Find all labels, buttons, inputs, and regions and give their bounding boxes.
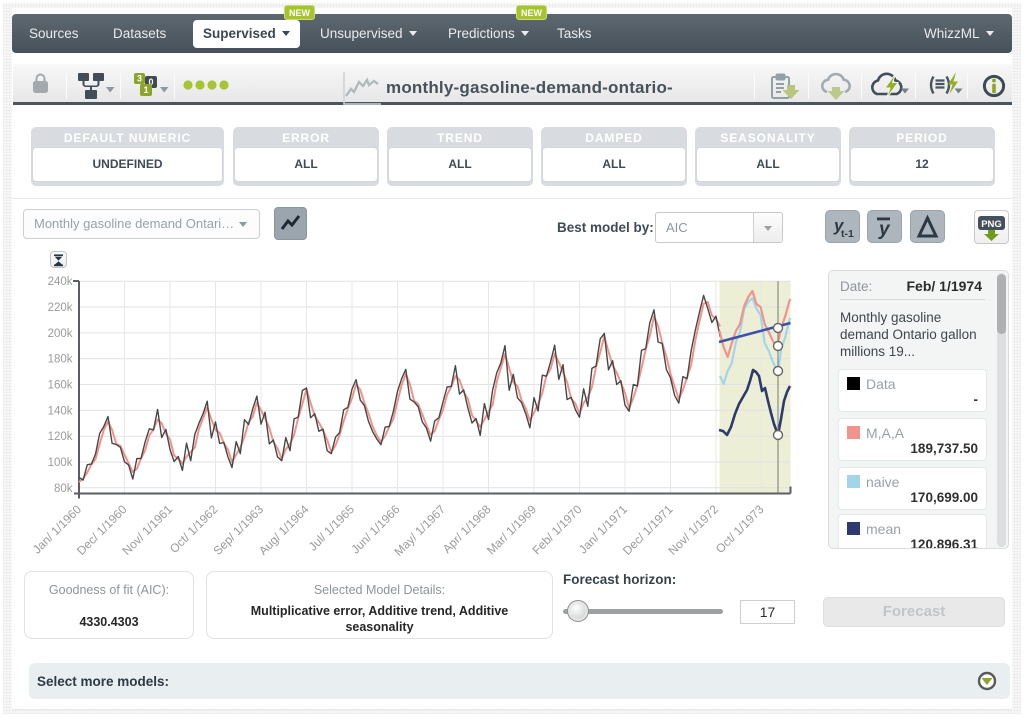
svg-text:Feb/ 1/1970: Feb/ 1/1970 xyxy=(529,502,584,557)
svg-text:1: 1 xyxy=(143,85,148,95)
svg-text:180k: 180k xyxy=(48,354,73,366)
svg-text:y: y xyxy=(833,216,845,235)
svg-text:PNG: PNG xyxy=(981,219,1002,230)
svg-text:220k: 220k xyxy=(48,302,73,314)
svg-text:t-1: t-1 xyxy=(841,228,854,240)
svg-text:y: y xyxy=(878,219,891,240)
svg-text:120k: 120k xyxy=(48,431,73,443)
svg-text:3: 3 xyxy=(137,74,142,84)
svg-text:200k: 200k xyxy=(48,328,73,340)
svg-text:140k: 140k xyxy=(48,405,73,417)
svg-text:240k: 240k xyxy=(48,276,73,288)
svg-text:0: 0 xyxy=(148,77,153,87)
svg-text:80k: 80k xyxy=(54,483,73,495)
svg-text:160k: 160k xyxy=(48,380,73,392)
svg-text:100k: 100k xyxy=(48,457,73,469)
svg-text:Oct/ 1/1973: Oct/ 1/1973 xyxy=(713,502,767,556)
